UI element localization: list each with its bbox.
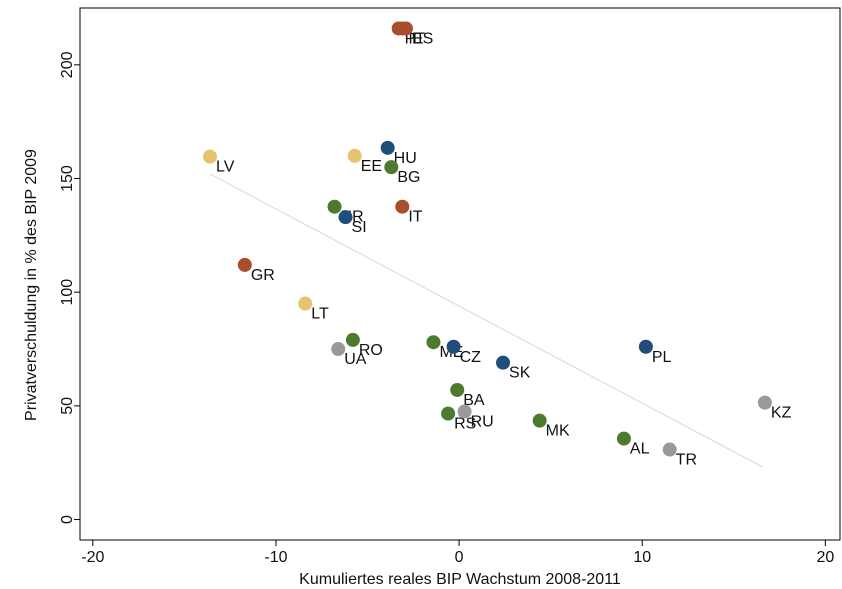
y-axis-title: Privatverschuldung in % des BIP 2009 bbox=[23, 149, 40, 421]
point bbox=[347, 148, 362, 163]
fit-line bbox=[209, 173, 764, 468]
point-label: IT bbox=[408, 209, 422, 226]
y-tick-label: 50 bbox=[59, 397, 76, 415]
x-tick-label: 0 bbox=[455, 549, 464, 566]
point-label: BA bbox=[463, 392, 485, 409]
point bbox=[616, 431, 631, 446]
y-tick-label: 0 bbox=[59, 515, 76, 524]
point-label: IE bbox=[408, 30, 423, 47]
point bbox=[496, 355, 511, 370]
point-label: MK bbox=[546, 423, 570, 440]
point-label: SK bbox=[509, 365, 531, 382]
point bbox=[446, 339, 461, 354]
point bbox=[327, 199, 342, 214]
point-label: EE bbox=[361, 158, 382, 175]
point bbox=[532, 413, 547, 428]
point-label: TR bbox=[676, 452, 697, 469]
point-label: PL bbox=[652, 349, 672, 366]
plot-frame bbox=[79, 7, 841, 541]
x-axis-title: Kumuliertes reales BIP Wachstum 2008-201… bbox=[299, 571, 621, 588]
point-label: BG bbox=[397, 169, 420, 186]
point-label: LV bbox=[216, 159, 235, 176]
x-tick-label: -10 bbox=[264, 549, 287, 566]
point bbox=[395, 199, 410, 214]
point bbox=[298, 296, 313, 311]
point bbox=[380, 140, 395, 155]
point bbox=[398, 21, 413, 36]
point-label: HU bbox=[394, 150, 417, 167]
point-label: UA bbox=[344, 351, 367, 368]
point bbox=[662, 442, 677, 457]
point bbox=[331, 342, 346, 357]
x-tick-label: 20 bbox=[816, 549, 834, 566]
point-label: ES bbox=[412, 30, 433, 47]
point bbox=[457, 404, 472, 419]
point bbox=[345, 332, 360, 347]
point bbox=[426, 335, 441, 350]
point bbox=[441, 406, 456, 421]
point bbox=[338, 210, 353, 225]
x-tick-label: -20 bbox=[81, 549, 104, 566]
point-label: RO bbox=[359, 342, 383, 359]
point bbox=[237, 257, 252, 272]
point bbox=[450, 382, 465, 397]
point-label: RS bbox=[454, 416, 476, 433]
point-label: PT bbox=[405, 30, 426, 47]
y-tick-label: 150 bbox=[59, 165, 76, 192]
y-tick-label: 100 bbox=[59, 279, 76, 306]
point-label: AL bbox=[630, 441, 650, 458]
point bbox=[203, 149, 218, 164]
point-label: KZ bbox=[771, 405, 792, 422]
point-label: RU bbox=[471, 414, 494, 431]
point-label: CZ bbox=[460, 349, 482, 366]
point-label: SI bbox=[352, 219, 367, 236]
point bbox=[638, 339, 653, 354]
point-label: LT bbox=[311, 306, 329, 323]
x-tick-label: 10 bbox=[633, 549, 651, 566]
y-tick-label: 200 bbox=[59, 51, 76, 78]
point bbox=[384, 160, 399, 175]
point-label: GR bbox=[251, 267, 275, 284]
point bbox=[757, 395, 772, 410]
